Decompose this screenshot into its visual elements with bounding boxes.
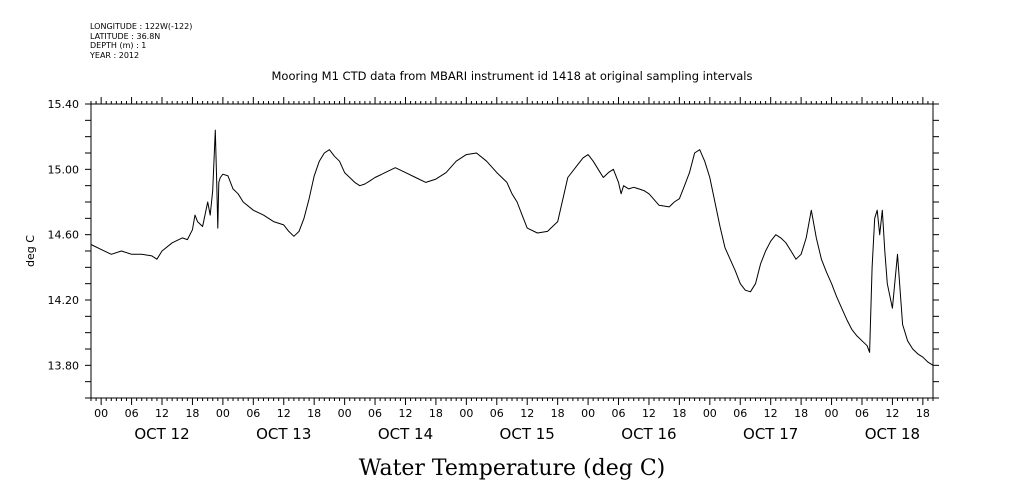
latitude-text: LATITUDE : 36.8N	[90, 31, 161, 41]
series-line	[90, 129, 934, 366]
x-hour-label: 06	[733, 407, 747, 420]
x-hour-label: 18	[672, 407, 686, 420]
depth-text: DEPTH (m) : 1	[90, 41, 147, 50]
x-hour-label: 18	[551, 407, 565, 420]
x-hour-label: 06	[855, 407, 869, 420]
x-day-label: OCT 17	[743, 425, 798, 443]
x-hour-label: 06	[125, 407, 139, 420]
x-hour-label: 00	[703, 407, 717, 420]
x-day-label: OCT 18	[865, 425, 920, 443]
x-hour-label: 18	[794, 407, 808, 420]
x-hour-label: 12	[277, 407, 291, 420]
x-hour-label: 00	[338, 407, 352, 420]
x-hour-label: 12	[642, 407, 656, 420]
y-tick-label: 13.80	[48, 359, 80, 372]
y-tick-label: 15.40	[48, 98, 80, 111]
series-layer	[90, 129, 934, 366]
axis-ticks	[85, 97, 939, 405]
x-hour-label: 18	[307, 407, 321, 420]
x-hour-label: 18	[916, 407, 930, 420]
x-hour-label: 00	[825, 407, 839, 420]
x-day-label: OCT 16	[621, 425, 676, 443]
plot-frame	[90, 103, 934, 399]
x-hour-label: 00	[459, 407, 473, 420]
x-hour-label: 18	[185, 407, 199, 420]
x-hour-label: 18	[429, 407, 443, 420]
y-tick-label: 15.00	[48, 163, 80, 176]
x-hour-label: 06	[246, 407, 260, 420]
x-hour-label: 00	[216, 407, 230, 420]
x-hour-label: 06	[490, 407, 504, 420]
longitude-text: LONGITUDE : 122W(-122)	[90, 22, 193, 31]
x-day-label: OCT 14	[378, 425, 433, 443]
x-hour-label: 06	[368, 407, 382, 420]
x-hour-label: 12	[885, 407, 899, 420]
y-tick-label: 14.60	[48, 229, 80, 242]
x-day-label: OCT 15	[500, 425, 555, 443]
x-hour-label: 12	[155, 407, 169, 420]
x-day-label: OCT 12	[134, 425, 189, 443]
metadata-block: LONGITUDE : 122W(-122) LATITUDE : 36.8N …	[90, 22, 192, 60]
x-hour-label: 06	[612, 407, 626, 420]
y-axis-label: deg C	[24, 235, 37, 267]
x-hour-label: 00	[581, 407, 595, 420]
chart-title: Mooring M1 CTD data from MBARI instrumen…	[272, 69, 753, 83]
y-tick-labels: 13.80 14.20 14.60 15.00 15.40	[48, 98, 80, 372]
y-tick-label: 14.20	[48, 294, 80, 307]
x-hour-label: 12	[398, 407, 412, 420]
x-hour-label: 12	[764, 407, 778, 420]
x-axis-label: Water Temperature (deg C)	[359, 456, 666, 481]
x-tick-labels: 00 06 12 18 OCT 12 00 06 12 18 OCT 13 00 06 12 18 OCT …	[94, 407, 930, 443]
x-hour-label: 12	[520, 407, 534, 420]
x-day-label: OCT 13	[256, 425, 311, 443]
x-hour-label: 00	[94, 407, 108, 420]
year-text: YEAR : 2012	[90, 50, 140, 60]
